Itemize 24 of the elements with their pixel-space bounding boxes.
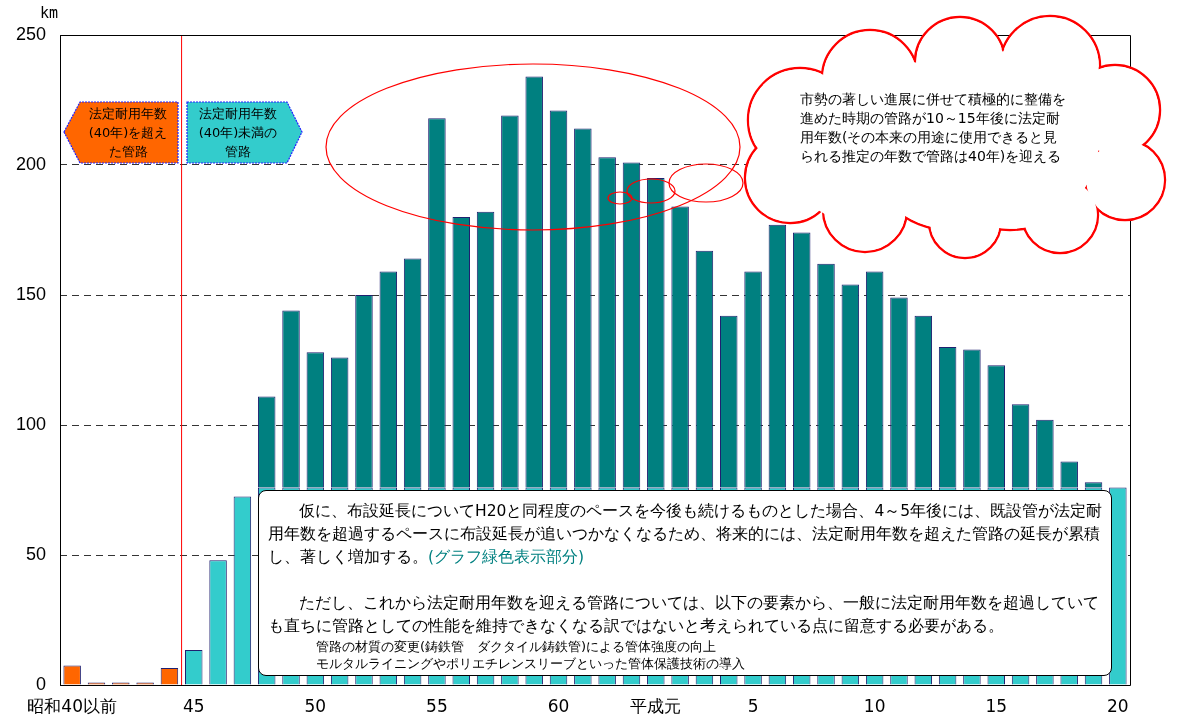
annotation: 市勢の著しい進展に併せて積極的に整備を進めた時期の管路が10～15年後に法定耐用年数(その本来の用途に使用できると見られる推定の年数で管路は40年)を迎える [800, 90, 1067, 166]
y-tick-label: 200 [15, 153, 46, 174]
x-tick-label: 20 [1107, 695, 1129, 716]
x-tick-label: 昭和40以前 [27, 695, 117, 716]
y-tick-label: 250 [15, 23, 46, 44]
annotation: ただし、これから法定耐用年数を迎える管路については、以下の要素から、一般に法定耐用年数を超過していても直ちに管路としての性能を維持できなくなる訳ではないと考えられている点に留意する必要がある。 [268, 593, 1100, 637]
annotation: 法定耐用年数(40年)未満の管路 [197, 105, 279, 161]
annotation: モルタルライニングやポリエチレンスリーブといった管体保護技術の導入 [316, 655, 746, 672]
y-tick-label: 0 [35, 673, 46, 694]
y-tick-label: 50 [25, 543, 46, 564]
annotation: (グラフ緑色表示部分) [428, 548, 585, 566]
x-tick-label: 45 [182, 695, 205, 716]
x-tick-label: 55 [426, 695, 448, 716]
y-tick-label: 150 [15, 283, 46, 304]
x-tick-label: 5 [747, 695, 759, 716]
x-tick-label: 10 [863, 695, 886, 716]
annotation: 法定耐用年数(40年)を超えた管路 [87, 105, 169, 161]
x-tick-label: 50 [304, 695, 327, 716]
x-tick-label: 15 [985, 695, 1008, 716]
y-tick-label: 100 [15, 413, 46, 434]
y-axis-title: km [40, 4, 59, 22]
x-tick-label: 60 [547, 695, 570, 716]
annotation: 管路の材質の変更(鋳鉄管 ダクタイル鋳鉄管)による管体強度の向上 [316, 638, 718, 655]
x-tick-label: 平成元 [630, 695, 682, 716]
